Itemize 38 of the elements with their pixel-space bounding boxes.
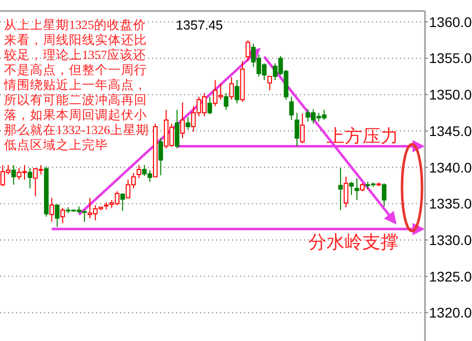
candlestick	[344, 176, 348, 208]
text: 从上上星期1325的收盘价来看，周线阳线实体还比较足，理论上1357应该还不是高点，但整个一周行情围绕贴近上一年高点，所以有可能二波冲高再回落，如果本周回调起伏小那么就在1332-1326上星期低点区域之上完毕	[4, 18, 150, 152]
candlestick	[229, 76, 234, 100]
candlestick	[49, 197, 54, 222]
candlestick	[300, 112, 305, 144]
series-label: 分水岭支撑	[308, 232, 398, 252]
y-tick-label: 1350.0	[429, 86, 472, 103]
candlestick	[186, 116, 190, 130]
candlestick	[354, 178, 360, 200]
candlestick	[28, 168, 32, 189]
candlestick	[234, 80, 240, 104]
y-tick-label: 1345.0	[429, 122, 472, 139]
candlestick	[158, 138, 164, 176]
candlestick	[267, 76, 272, 91]
candlestick	[11, 164, 16, 186]
series-label: 上方压力	[326, 126, 398, 146]
candlestick	[207, 96, 212, 115]
candlestick	[174, 109, 180, 149]
y-tick-label: 1320.0	[429, 304, 472, 321]
candlestick	[338, 168, 343, 211]
candlestick	[136, 164, 142, 179]
candlestick	[246, 40, 250, 62]
y-tick-label: 1335.0	[429, 196, 472, 212]
candlestick	[224, 92, 228, 110]
candlestick	[294, 112, 300, 147]
candlestick	[60, 207, 65, 224]
y-tick-label: 1325.0	[429, 268, 472, 284]
candlestick	[180, 102, 185, 139]
candlestick	[120, 192, 125, 212]
candlestick	[382, 182, 386, 208]
annotation: 1357.45	[176, 17, 223, 32]
y-tick-label: 1355.0	[429, 50, 472, 66]
candlestick	[54, 204, 60, 228]
y-tick-label: 1340.0	[429, 159, 472, 176]
y-tick-label: 1360.0	[429, 14, 472, 30]
candlestick	[349, 181, 354, 196]
y-tick-label: 1330.0	[429, 232, 472, 248]
candlestick	[289, 96, 294, 121]
